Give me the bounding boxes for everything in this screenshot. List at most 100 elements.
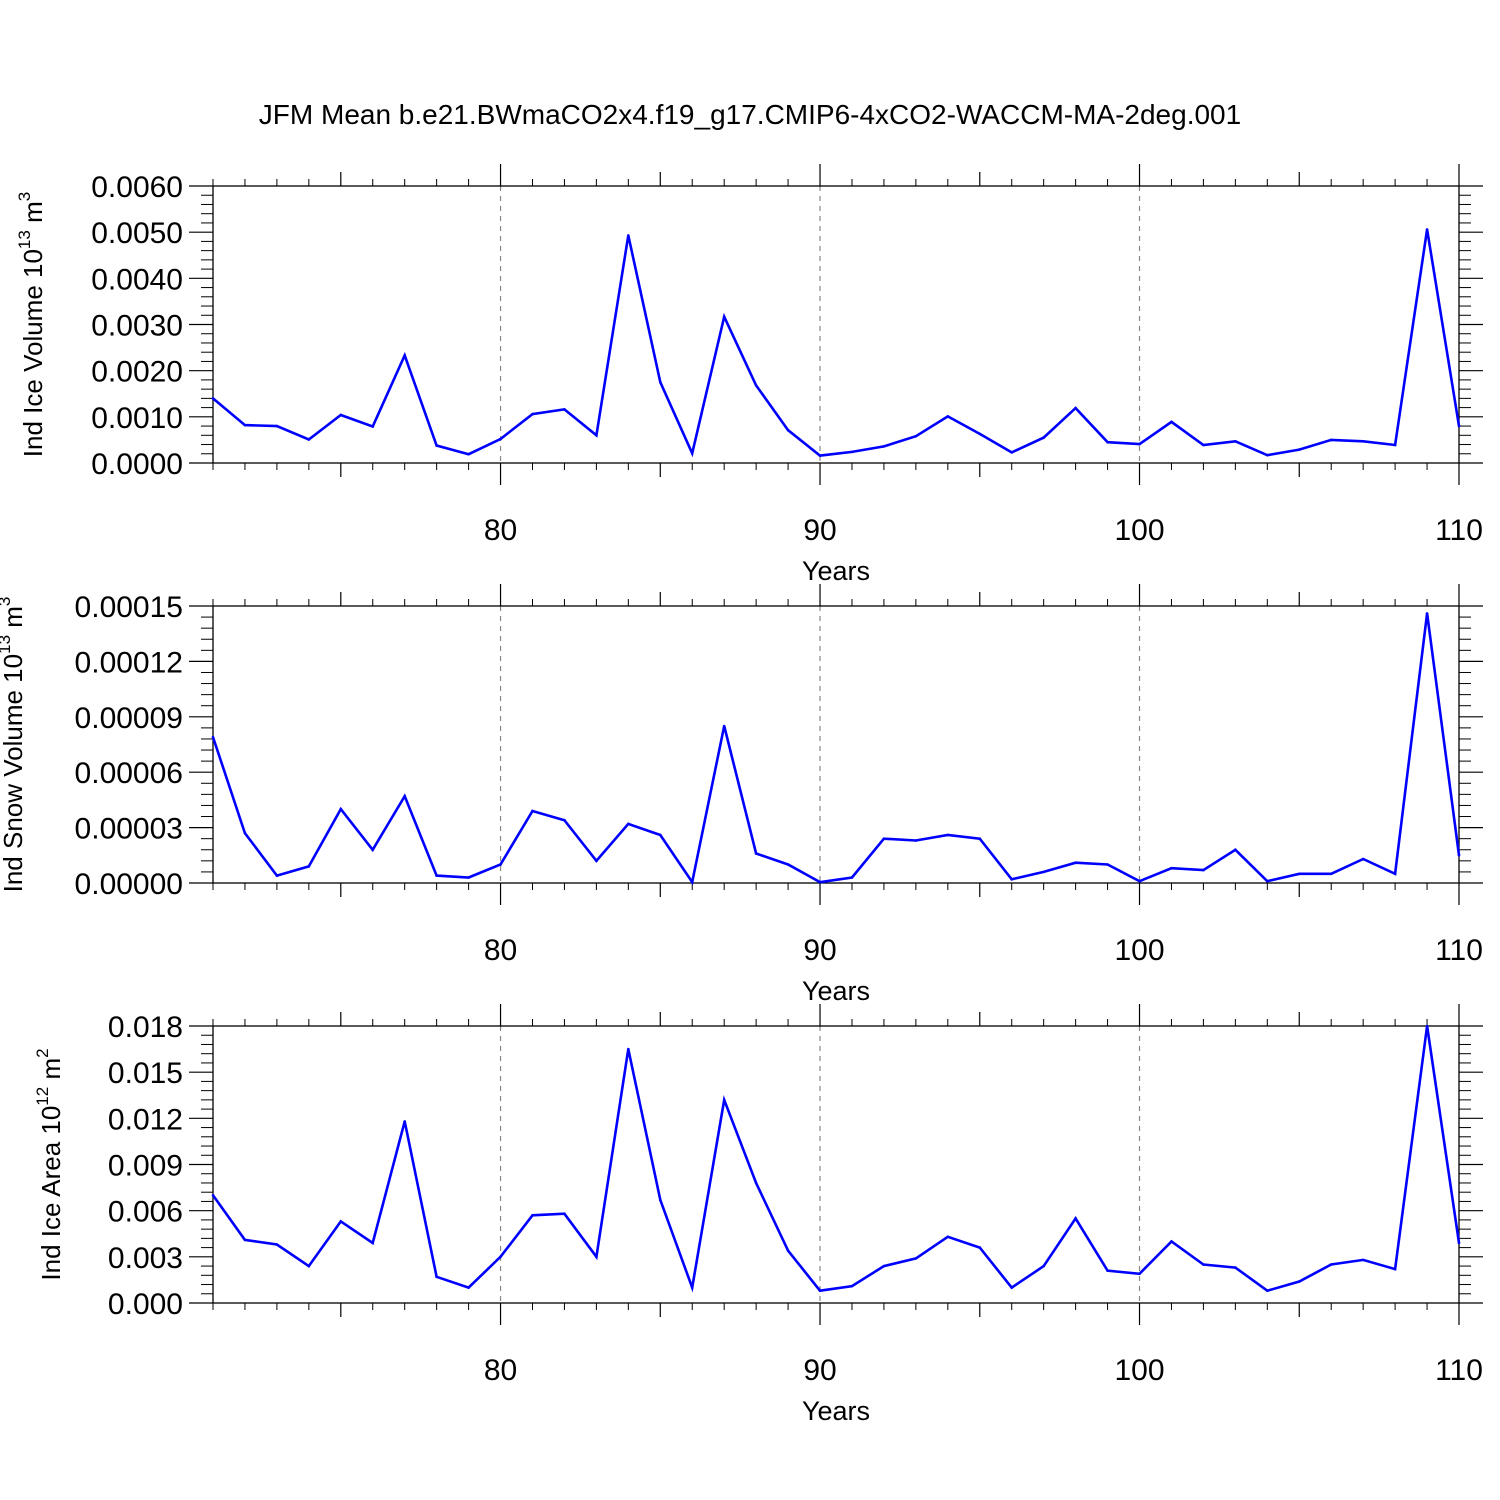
y-tick-label: 0.012 xyxy=(108,1103,183,1136)
plot-frame xyxy=(212,605,1460,884)
data-point xyxy=(275,424,279,428)
data-point xyxy=(946,415,950,418)
y-tick-label: 0.00000 xyxy=(75,868,183,901)
data-point xyxy=(435,874,438,877)
y-axis-label-text: Ind Ice Area 10 xyxy=(36,1106,66,1281)
data-point xyxy=(467,876,470,879)
y-axis-label-exponent: 13 xyxy=(15,230,34,249)
data-point xyxy=(722,724,726,728)
y-axis-label-unit: m xyxy=(18,201,48,230)
data-point xyxy=(658,380,662,384)
data-point xyxy=(914,1257,918,1260)
data-point xyxy=(371,425,375,428)
y-axis-label-text: Ind Ice Volume 10 xyxy=(18,249,48,457)
data-point xyxy=(595,434,598,437)
chart-panel-2: 80 90 100 110 0.00000 0.00003 0.00006 0.00009 0.… xyxy=(0,584,1483,1006)
data-point xyxy=(1202,1263,1205,1266)
data-point xyxy=(499,437,502,441)
data-point xyxy=(754,1181,758,1185)
x-axis-label: Years xyxy=(802,556,870,586)
data-point xyxy=(1425,1024,1429,1028)
x-tick-label: 80 xyxy=(484,514,517,547)
data-point xyxy=(403,1120,406,1123)
data-point xyxy=(531,1213,534,1217)
data-point xyxy=(1106,863,1109,866)
data-point xyxy=(1138,442,1141,446)
data-point xyxy=(1457,854,1461,857)
data-point xyxy=(1106,440,1109,444)
data-point xyxy=(563,818,566,822)
data-point xyxy=(786,428,790,432)
data-point xyxy=(1393,443,1397,447)
y-axis-label-unit: m xyxy=(0,606,28,635)
plot-frame xyxy=(212,1025,1460,1304)
series-line-1 xyxy=(211,1025,1461,1293)
y-tick-label: 0.00006 xyxy=(75,757,183,790)
data-point xyxy=(1297,872,1301,876)
x-tick-label: 100 xyxy=(1114,1354,1164,1387)
data-point xyxy=(1010,1286,1014,1289)
data-point xyxy=(978,1246,982,1249)
y-tick-label: 0.0060 xyxy=(91,171,183,204)
data-point xyxy=(1074,1217,1077,1220)
data-point xyxy=(1138,1272,1141,1276)
data-point xyxy=(1074,406,1077,410)
data-point xyxy=(243,831,247,835)
y-tick-label: 0.003 xyxy=(108,1242,183,1275)
data-point xyxy=(627,234,630,237)
data-point xyxy=(1234,440,1237,443)
figure-title: JFM Mean b.e21.BWmaCO2x4.f19_g17.CMIP6-4… xyxy=(259,99,1241,130)
x-tick-label: 110 xyxy=(1435,934,1483,967)
y-axis-label-exponent: 12 xyxy=(33,1087,52,1106)
data-point xyxy=(307,438,311,441)
data-point xyxy=(1074,861,1077,864)
y-tick-label: 0.0000 xyxy=(91,448,183,481)
data-point xyxy=(467,452,470,456)
data-point xyxy=(722,315,726,318)
data-point xyxy=(914,839,918,842)
y-tick-label: 0.00009 xyxy=(75,702,183,735)
y-axis-label-unit-exponent: 3 xyxy=(15,192,34,201)
y-tick-label: 0.00003 xyxy=(75,813,183,846)
data-point xyxy=(211,397,215,400)
data-point xyxy=(243,1238,247,1242)
data-point xyxy=(722,1098,726,1102)
series-line-1 xyxy=(212,229,1461,458)
data-point xyxy=(978,432,982,436)
data-point xyxy=(658,833,662,837)
data-point xyxy=(850,1284,854,1288)
data-point xyxy=(403,794,406,798)
series-line-1 xyxy=(211,613,1461,886)
data-point xyxy=(882,837,886,840)
y-tick-label: 0.0020 xyxy=(91,356,183,389)
data-point xyxy=(1234,848,1237,852)
data-point xyxy=(371,848,375,852)
chart-panel-1: 80 90 100 110 0.0000 0.0010 0.0020 0.0030 0.0040… xyxy=(15,164,1483,586)
data-point xyxy=(818,880,822,884)
data-point xyxy=(818,1289,822,1292)
data-point xyxy=(339,1220,343,1223)
data-point xyxy=(371,1241,375,1245)
y-tick-label: 0.00015 xyxy=(75,591,183,624)
x-axis-label: Years xyxy=(802,1396,870,1426)
x-tick-label: 110 xyxy=(1435,1354,1483,1387)
data-point xyxy=(1457,424,1461,428)
data-point xyxy=(1170,1240,1173,1243)
data-point xyxy=(1329,1263,1333,1266)
y-axis-label-unit: m xyxy=(36,1058,66,1087)
data-point xyxy=(1202,443,1205,447)
data-point xyxy=(978,837,982,840)
data-point xyxy=(499,863,502,866)
data-point xyxy=(1361,857,1365,861)
data-point xyxy=(339,413,343,417)
data-point xyxy=(754,384,758,387)
y-tick-label: 0.009 xyxy=(108,1150,183,1183)
y-tick-label: 0.00012 xyxy=(75,646,183,679)
data-point xyxy=(627,822,630,826)
data-point xyxy=(211,1193,215,1197)
data-point xyxy=(1361,440,1365,443)
y-axis-label: Ind Ice Volume 1013 m3 xyxy=(15,192,48,457)
data-point xyxy=(786,1249,790,1252)
y-tick-label: 0.0010 xyxy=(91,402,183,435)
data-point xyxy=(882,445,886,448)
